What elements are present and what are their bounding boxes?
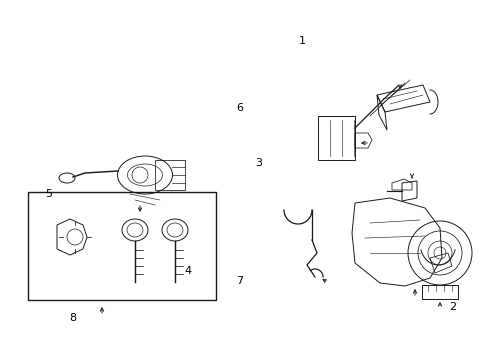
Text: 8: 8 (69, 312, 76, 323)
Bar (28, 192, 216, 300)
Text: 2: 2 (448, 302, 455, 312)
Text: 4: 4 (184, 266, 191, 276)
Bar (155, 160, 184, 190)
Text: 6: 6 (236, 103, 243, 113)
Text: 3: 3 (255, 158, 262, 168)
Bar (421, 285, 457, 299)
Text: 1: 1 (298, 36, 305, 46)
Text: 7: 7 (236, 276, 243, 286)
Text: 5: 5 (45, 189, 52, 199)
